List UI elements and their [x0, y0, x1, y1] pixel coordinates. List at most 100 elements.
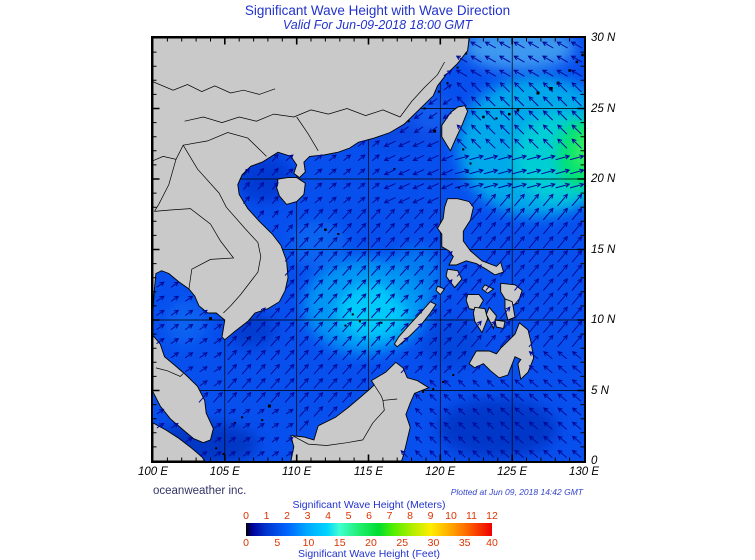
country-border [154, 208, 235, 290]
meters-tick: 10 [445, 510, 457, 522]
feet-tick: 15 [333, 537, 346, 549]
island-dot [324, 228, 327, 231]
island-dot [581, 53, 584, 57]
land-busuanga [435, 285, 446, 296]
meters-tick: 0 [243, 510, 249, 522]
island-dot [469, 162, 472, 165]
island-dot [516, 108, 520, 112]
island-dot [246, 337, 249, 340]
lat-tick-label: 0 [591, 455, 598, 467]
island-dot [575, 60, 579, 64]
colorbar-title-meters: Significant Wave Height (Meters) [292, 499, 446, 511]
meters-tick: 5 [345, 510, 352, 522]
land-leyte [504, 298, 516, 321]
country-border [292, 398, 398, 446]
lat-tick-label: 30 N [591, 32, 616, 44]
island-dot [465, 52, 468, 55]
island-dot [233, 421, 236, 424]
country-border [184, 108, 401, 123]
lon-tick-label: 100 E [137, 466, 169, 478]
island-dot [536, 91, 540, 95]
island-dot [351, 313, 354, 316]
island-dot [380, 321, 383, 324]
plotted-timestamp: Plotted at Jun 09, 2018 14:42 GMT [450, 487, 583, 497]
island-dot [261, 419, 264, 422]
wave-height-patch [166, 300, 206, 345]
country-border [153, 132, 267, 162]
island-dot [452, 374, 455, 376]
meters-tick: 7 [386, 510, 393, 522]
lon-tick-label: 120 E [425, 466, 456, 478]
island-dot [446, 82, 449, 85]
meters-tick: 11 [466, 510, 477, 522]
land-hainan [276, 177, 306, 205]
island-dot [508, 112, 511, 116]
island-dot [423, 107, 426, 110]
island-dot [456, 66, 459, 69]
island-dot [466, 171, 469, 173]
island-dot [482, 115, 485, 119]
island-dot [462, 148, 465, 151]
wave-direction-arrows [156, 41, 584, 458]
lon-tick-label: 125 E [497, 466, 528, 478]
lat-tick-label: 5 N [591, 384, 609, 397]
lat-tick-label: 15 N [591, 243, 616, 256]
land-sumatra [153, 422, 206, 461]
island-dot [432, 388, 435, 391]
meters-tick: 9 [427, 510, 434, 522]
feet-tick: 20 [365, 537, 377, 549]
island-dot [222, 453, 225, 455]
land-samar [500, 282, 523, 307]
island-dot [442, 381, 445, 383]
meters-tick: 2 [284, 510, 290, 522]
island-dot [549, 87, 553, 91]
lat-tick-label: 20 N [591, 173, 616, 185]
land-bohol [494, 319, 506, 330]
feet-tick: 30 [427, 537, 440, 549]
country-border [373, 384, 384, 401]
feet-tick: 35 [458, 537, 471, 549]
wave-height-patch [437, 398, 558, 459]
lat-tick-label: 10 N [591, 314, 616, 326]
feet-tick: 40 [486, 537, 498, 549]
meters-tick: 3 [304, 510, 311, 522]
island-dot [393, 168, 396, 171]
island-dot [568, 69, 571, 72]
lon-tick-label: 105 E [209, 466, 240, 478]
land-mindanao [468, 322, 535, 381]
wave-height-patch [389, 247, 442, 308]
land-taiwan [441, 105, 469, 152]
country-border [153, 81, 276, 95]
major-ticks [153, 38, 584, 461]
feet-tick: 10 [302, 537, 315, 549]
wave-height-patch [421, 318, 482, 370]
country-border [296, 116, 319, 151]
page-title: Significant Wave Height with Wave Direct… [244, 3, 511, 18]
island-dot [215, 447, 218, 450]
meters-tick: 4 [325, 510, 331, 522]
meters-tick: 6 [366, 510, 372, 522]
minor-ticks [153, 38, 584, 461]
wave-height-patch [574, 130, 584, 171]
valid-time-subtitle: Valid For Jun-09-2018 18:00 GMT [282, 18, 473, 32]
meters-tick: 1 [263, 510, 270, 522]
island-dot [407, 120, 410, 123]
feet-tick: 5 [274, 537, 281, 549]
land-mindoro [445, 268, 463, 289]
colorbar-gradient [246, 523, 492, 536]
lon-tick-label: 110 E [282, 466, 312, 478]
feet-tick: 0 [243, 537, 249, 549]
island-dot [267, 404, 271, 408]
island-dot [495, 117, 498, 120]
lat-tick-label: 25 N [591, 102, 616, 115]
island-dot [209, 317, 212, 321]
country-border [155, 367, 184, 377]
land-asia-mainland [153, 38, 470, 444]
island-dot [458, 186, 460, 189]
land-borneo [290, 361, 430, 461]
country-border [399, 61, 445, 118]
land-masbate [481, 284, 495, 294]
lon-tick-label: 130 E [568, 466, 600, 478]
meters-tick: 8 [407, 510, 413, 522]
land-negros [472, 306, 489, 334]
